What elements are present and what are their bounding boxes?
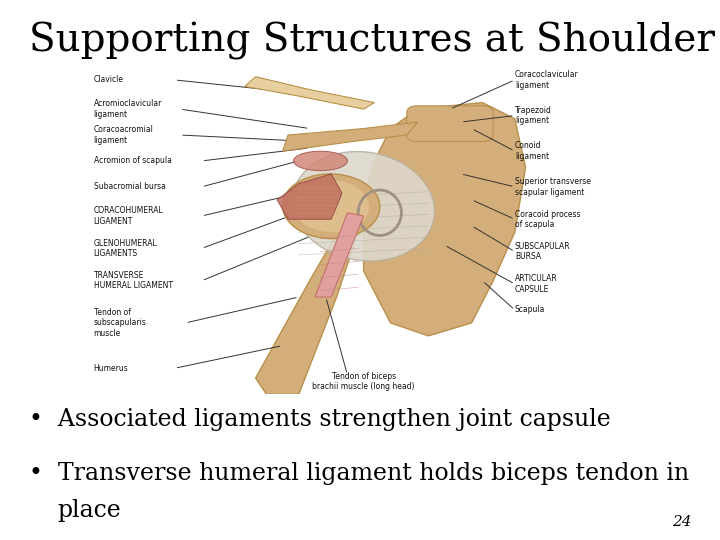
Ellipse shape	[293, 180, 369, 232]
Text: ARTICULAR
CAPSULE: ARTICULAR CAPSULE	[515, 274, 557, 294]
Text: Acromioclavicular
ligament: Acromioclavicular ligament	[94, 99, 162, 119]
FancyBboxPatch shape	[407, 106, 493, 141]
Ellipse shape	[292, 152, 435, 261]
Text: Coracoclavicular
ligament: Coracoclavicular ligament	[515, 70, 579, 90]
Text: Coracoid process
of scapula: Coracoid process of scapula	[515, 210, 580, 229]
Text: Supporting Structures at Shoulder: Supporting Structures at Shoulder	[29, 22, 715, 59]
Text: TRANSVERSE
HUMERAL LIGAMENT: TRANSVERSE HUMERAL LIGAMENT	[94, 271, 173, 291]
Polygon shape	[245, 77, 374, 109]
Text: place: place	[58, 500, 122, 523]
Text: Acromion of scapula: Acromion of scapula	[94, 157, 171, 165]
Polygon shape	[277, 174, 342, 219]
Text: Subacromial bursa: Subacromial bursa	[94, 183, 166, 191]
Text: GLENOHUMERAL
LIGAMENTS: GLENOHUMERAL LIGAMENTS	[94, 239, 158, 258]
Text: CORACOHUMERAL
LIGAMENT: CORACOHUMERAL LIGAMENT	[94, 206, 163, 226]
Text: •  Associated ligaments strengthen joint capsule: • Associated ligaments strengthen joint …	[29, 408, 611, 431]
Text: SUBSCAPULAR
BURSA: SUBSCAPULAR BURSA	[515, 242, 570, 261]
Text: Coracoacromial
ligament: Coracoacromial ligament	[94, 125, 153, 145]
Polygon shape	[315, 213, 364, 297]
Polygon shape	[283, 122, 418, 151]
Text: Clavicle: Clavicle	[94, 76, 124, 84]
Text: Trapezoid
ligament: Trapezoid ligament	[515, 106, 552, 125]
Text: Superior transverse
scapular ligament: Superior transverse scapular ligament	[515, 177, 590, 197]
Text: Tendon of biceps
brachii muscle (long head): Tendon of biceps brachii muscle (long he…	[312, 372, 415, 391]
Text: 24: 24	[672, 515, 691, 529]
Text: Conoid
ligament: Conoid ligament	[515, 141, 549, 161]
Text: •  Transverse humeral ligament holds biceps tendon in: • Transverse humeral ligament holds bice…	[29, 462, 689, 485]
Ellipse shape	[294, 151, 347, 171]
Text: Scapula: Scapula	[515, 306, 545, 314]
Text: Humerus: Humerus	[94, 364, 128, 373]
Ellipse shape	[282, 174, 380, 239]
Polygon shape	[364, 103, 526, 336]
Text: Tendon of
subscapularis
muscle: Tendon of subscapularis muscle	[94, 308, 146, 338]
Polygon shape	[256, 206, 364, 394]
